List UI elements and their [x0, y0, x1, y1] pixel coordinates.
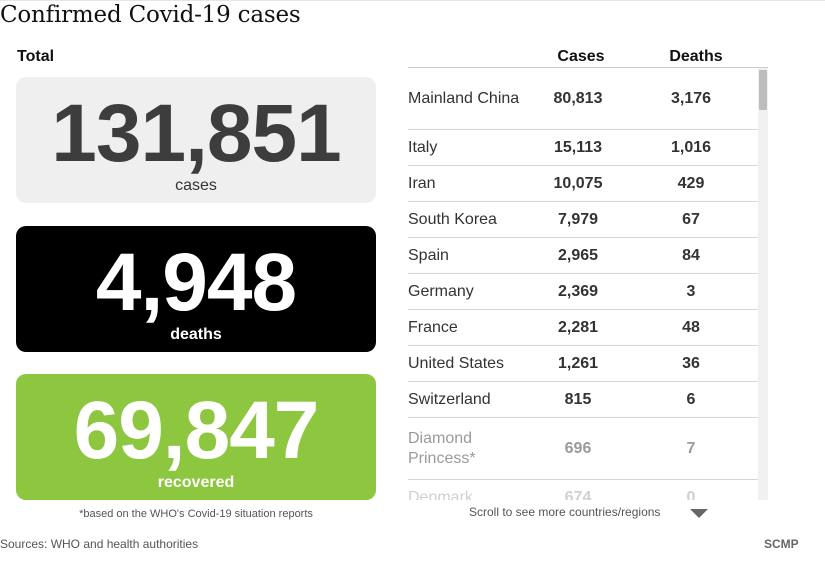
country-name: South Korea: [408, 210, 497, 228]
table-row: Switzerland 815 6: [408, 382, 758, 418]
country-deaths: 3: [686, 282, 696, 300]
chevron-down-icon[interactable]: [690, 509, 708, 518]
table-row: Italy 15,113 1,016: [408, 130, 758, 166]
country-name: Spain: [408, 246, 449, 264]
country-deaths: 429: [677, 174, 705, 192]
table-row: United States 1,261 36: [408, 346, 758, 382]
country-name: Diamond Princess*: [408, 429, 476, 467]
scrollbar-thumb[interactable]: [759, 70, 767, 110]
country-cases: 2,369: [557, 282, 599, 300]
country-cases: 15,113: [553, 138, 603, 156]
country-deaths: 6: [686, 390, 696, 408]
cases-card: 131,851 cases: [16, 77, 376, 203]
country-deaths: 0: [686, 488, 696, 501]
country-name: Mainland China: [408, 89, 520, 107]
country-deaths: 1,016: [670, 138, 712, 156]
country-deaths: 3,176: [670, 89, 712, 107]
scroll-hint: Scroll to see more countries/regions: [469, 505, 661, 519]
cases-total-value: 131,851: [51, 88, 341, 179]
table-row: Denmark 674 0: [408, 480, 758, 501]
recovered-card: 69,847 recovered: [16, 374, 376, 500]
country-table[interactable]: Mainland China 80,813 3,176 Italy 15,113…: [408, 68, 758, 500]
country-cases: 815: [564, 390, 592, 408]
table-scrollbar[interactable]: [758, 68, 768, 500]
country-name: Italy: [408, 138, 438, 156]
country-deaths: 36: [682, 354, 700, 372]
country-name: United States: [408, 354, 505, 372]
country-cases: 7,979: [557, 210, 599, 228]
table-row: France 2,281 48: [408, 310, 758, 346]
deaths-total-label: deaths: [170, 326, 222, 343]
total-label: Total: [17, 48, 55, 65]
country-deaths: 84: [682, 246, 700, 264]
table-row: Iran 10,075 429: [408, 166, 758, 202]
country-name: Germany: [408, 282, 474, 300]
country-cases: 674: [564, 488, 592, 501]
top-rule: [0, 0, 825, 1]
column-header-deaths: Deaths: [669, 48, 723, 65]
country-name: Iran: [408, 174, 436, 192]
country-deaths: 67: [682, 210, 700, 228]
cases-total-label: cases: [175, 177, 217, 194]
deaths-card: 4,948 deaths: [16, 226, 376, 352]
country-name: France: [408, 318, 458, 336]
country-cases: 2,965: [557, 246, 599, 264]
country-cases: 80,813: [553, 89, 603, 107]
column-header-cases: Cases: [557, 48, 605, 65]
table-row: Diamond Princess* 696 7: [408, 418, 758, 480]
table-row: Mainland China 80,813 3,176: [408, 68, 758, 130]
country-cases: 10,075: [553, 174, 603, 192]
footnote: *based on the WHO's Covid-19 situation r…: [79, 508, 313, 520]
recovered-total-value: 69,847: [73, 385, 320, 476]
header-divider: [408, 67, 768, 68]
deaths-total-value: 4,948: [95, 237, 297, 328]
country-name: Denmark: [408, 488, 473, 501]
country-cases: 1,261: [557, 354, 599, 372]
table-row: Germany 2,369 3: [408, 274, 758, 310]
recovered-total-label: recovered: [157, 474, 235, 491]
country-deaths: 48: [682, 318, 700, 336]
table-row: South Korea 7,979 67: [408, 202, 758, 238]
country-cases: 696: [564, 439, 592, 457]
table-row: Spain 2,965 84: [408, 238, 758, 274]
sources-note: Sources: WHO and health authorities: [0, 537, 199, 551]
page-title: Confirmed Covid-19 cases: [0, 2, 301, 28]
country-deaths: 7: [686, 439, 696, 457]
country-cases: 2,281: [557, 318, 599, 336]
brand-logo: SCMP: [764, 537, 799, 551]
country-name: Switzerland: [408, 390, 491, 408]
